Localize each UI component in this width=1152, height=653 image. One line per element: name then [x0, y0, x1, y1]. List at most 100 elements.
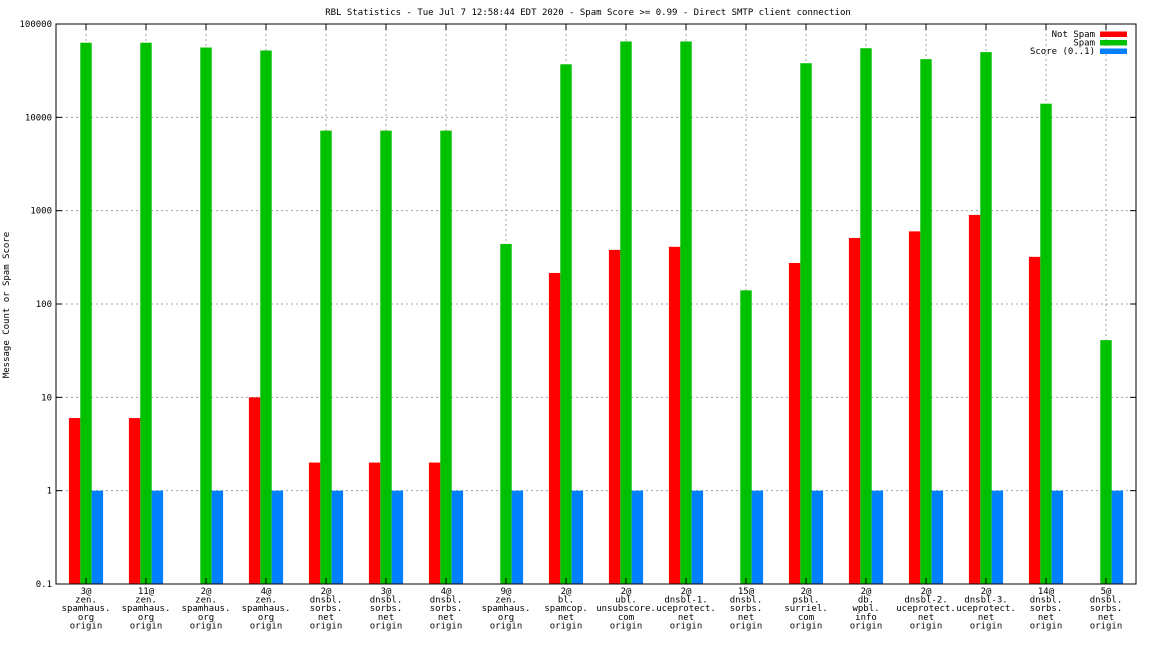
x-tick-label: dnsbl-1.: [664, 596, 707, 606]
bar-not-spam: [128, 418, 141, 584]
x-tick-label: 5@: [1101, 587, 1112, 597]
x-tick-label: net: [918, 613, 934, 623]
x-tick-label: origin: [250, 621, 283, 631]
bar-spam: [380, 130, 392, 584]
x-tick-label: dnsbl.: [1090, 596, 1123, 606]
x-tick-label: 2@: [801, 587, 812, 597]
x-tick-label: bl.: [558, 596, 574, 606]
bar-not-spam: [608, 249, 621, 584]
x-tick-label: net: [318, 613, 334, 623]
bar-spam: [1100, 340, 1112, 584]
bar-not-spam: [908, 231, 921, 584]
x-tick-label: db.: [858, 596, 874, 606]
bar-spam: [260, 50, 272, 585]
bars-layer: [68, 41, 1124, 585]
x-tick-label: zen.: [135, 596, 157, 606]
y-tick-label: 1: [47, 487, 52, 497]
bar-spam: [140, 42, 152, 585]
bar-score-0-1: [691, 490, 704, 584]
y-tick-label: 100000: [19, 20, 52, 30]
y-tick-label: 1000: [30, 207, 52, 217]
y-axis-label: Message Count or Spam Score: [2, 232, 12, 378]
x-tick-label: origin: [1090, 621, 1123, 631]
x-tick-label: 2@: [681, 587, 692, 597]
x-tick-label: net: [558, 613, 574, 623]
x-tick-label: wpbl.: [852, 604, 879, 614]
x-tick-label: dnsbl-3.: [964, 596, 1007, 606]
legend-label: Not Spam: [1052, 30, 1095, 40]
bar-not-spam: [68, 418, 81, 584]
bar-spam: [980, 52, 992, 585]
bar-spam: [680, 41, 692, 584]
bar-score-0-1: [571, 490, 584, 584]
x-tick-label: spamcop.: [544, 604, 587, 614]
bar-score-0-1: [751, 490, 764, 584]
x-tick-label: spamhaus.: [62, 604, 111, 614]
bar-spam: [1040, 103, 1052, 585]
bar-spam: [740, 290, 752, 584]
bar-not-spam: [848, 237, 861, 584]
bar-not-spam: [1028, 256, 1041, 584]
x-tick-label: spamhaus.: [182, 604, 231, 614]
bar-not-spam: [428, 462, 441, 584]
x-tick-label: 2@: [561, 587, 572, 597]
x-tick-label: info: [855, 613, 877, 623]
bar-score-0-1: [871, 490, 884, 584]
x-tick-label: net: [438, 613, 454, 623]
x-tick-label: sorbs.: [1030, 604, 1063, 614]
x-tick-label: 2@: [861, 587, 872, 597]
x-tick-label: origin: [790, 621, 823, 631]
x-tick-label: dnsbl.: [430, 596, 463, 606]
bar-score-0-1: [271, 490, 284, 584]
x-tick-label: dnsbl-2.: [904, 596, 947, 606]
bar-spam: [560, 64, 572, 585]
x-tick-label: zen.: [195, 596, 217, 606]
x-tick-label: dnsbl.: [370, 596, 403, 606]
x-tick-label: ubl.: [615, 596, 637, 606]
x-tick-label: sorbs.: [430, 604, 463, 614]
x-tick-label: origin: [970, 621, 1003, 631]
x-tick-label: sorbs.: [730, 604, 763, 614]
x-tick-label: spamhaus.: [242, 604, 291, 614]
bar-not-spam: [308, 462, 321, 584]
x-tick-label: sorbs.: [370, 604, 403, 614]
x-tick-label: org: [498, 613, 514, 623]
x-tick-label: 14@: [1038, 587, 1055, 597]
x-tick-label: uceprotect.: [656, 604, 716, 614]
bar-score-0-1: [811, 490, 824, 584]
x-tick-label: uceprotect.: [896, 604, 956, 614]
bar-score-0-1: [391, 490, 404, 584]
x-tick-label: net: [1098, 613, 1114, 623]
x-tick-label: org: [198, 613, 214, 623]
x-tick-label: origin: [610, 621, 643, 631]
x-tick-label: unsubscore.: [596, 604, 656, 614]
y-tick-label: 10000: [25, 113, 52, 123]
x-tick-label: origin: [730, 621, 763, 631]
legend-label: Spam: [1073, 39, 1095, 49]
x-tick-label: origin: [1030, 621, 1063, 631]
x-tick-label: 3@: [381, 587, 392, 597]
x-tick-label: 3@: [81, 587, 92, 597]
x-tick-label: 9@: [501, 587, 512, 597]
x-tick-label: surriel.: [784, 604, 827, 614]
x-tick-label: 4@: [261, 587, 272, 597]
bar-score-0-1: [91, 490, 104, 584]
y-tick-label: 0.1: [36, 580, 52, 590]
bar-score-0-1: [931, 490, 944, 584]
x-tick-label: origin: [430, 621, 463, 631]
plot-frame: [55, 23, 1137, 585]
x-tick-label: uceprotect.: [956, 604, 1016, 614]
bar-score-0-1: [991, 490, 1004, 584]
x-tick-label: 2@: [921, 587, 932, 597]
bar-spam: [800, 63, 812, 584]
bar-spam: [320, 130, 332, 584]
bar-score-0-1: [1051, 490, 1064, 584]
bar-spam: [620, 41, 632, 584]
bar-not-spam: [248, 397, 261, 584]
x-tick-label: origin: [310, 621, 343, 631]
x-tick-label: dnsbl.: [310, 596, 343, 606]
x-tick-label: 15@: [738, 587, 755, 597]
bar-spam: [200, 47, 212, 585]
